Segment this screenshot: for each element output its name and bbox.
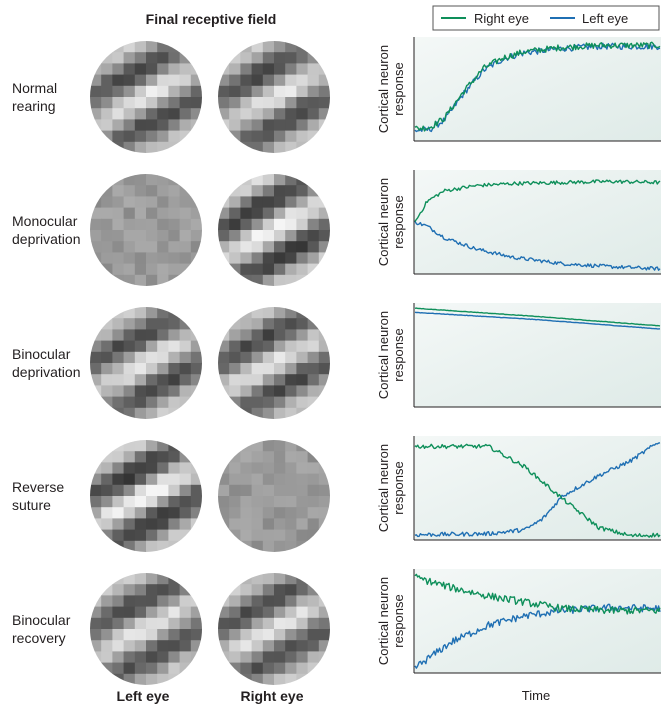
condition-label-line: Reverse — [12, 479, 64, 495]
chart-background — [414, 303, 661, 407]
condition-label-line: Binocular — [12, 612, 71, 628]
receptive-field-right-2 — [218, 307, 330, 419]
y-axis-label: Cortical neuronresponse — [376, 178, 406, 266]
condition-label-line: Monocular — [12, 213, 78, 229]
y-axis-label-line: response — [391, 594, 406, 647]
y-axis-label-line: response — [391, 328, 406, 381]
receptive-field-left-2 — [90, 307, 202, 419]
y-axis-label-line: response — [391, 62, 406, 115]
receptive-field-right-0 — [218, 41, 330, 153]
y-axis-label: Cortical neuronresponse — [376, 45, 406, 133]
y-axis-label-line: Cortical neuron — [376, 444, 391, 532]
condition-label: Reverse suture — [12, 479, 64, 513]
left-eye-series-line — [414, 220, 661, 271]
condition-label: Binocular recovery — [12, 612, 71, 646]
legend-box — [432, 5, 660, 31]
legend-right-eye-label: Right eye — [474, 11, 529, 26]
y-axis-label-line: Cortical neuron — [376, 577, 391, 665]
response-chart: Cortical neuronresponse — [376, 170, 661, 275]
x-axis-label: Time — [522, 688, 550, 703]
condition-row: Binocular deprivation Cortical neuronrespo… — [12, 303, 661, 419]
receptive-field-left-1 — [90, 174, 202, 286]
condition-label: Binocular deprivation — [12, 346, 81, 380]
column-label-right-eye: Right eye — [240, 688, 303, 704]
y-axis-label-line: Cortical neuron — [376, 311, 391, 399]
chart-background — [414, 569, 661, 673]
legend: Right eye Left eye — [432, 5, 660, 31]
condition-label-line: deprivation — [12, 231, 81, 247]
y-axis-label-line: Cortical neuron — [376, 45, 391, 133]
response-chart: Cortical neuronresponse — [376, 569, 661, 674]
receptive-field-left-0 — [90, 41, 202, 153]
right-eye-series-line — [414, 573, 661, 615]
condition-label-line: Binocular — [12, 346, 71, 362]
receptive-field-right-3 — [218, 440, 330, 552]
legend-left-eye-label: Left eye — [582, 11, 628, 26]
receptive-field-left-3 — [90, 440, 202, 552]
y-axis-label: Cortical neuronresponse — [376, 444, 406, 532]
response-chart: Cortical neuronresponse — [376, 303, 661, 408]
right-eye-series-line — [414, 443, 661, 538]
figure-title: Final receptive field — [146, 11, 277, 27]
right-eye-series-line — [414, 179, 661, 222]
right-eye-series-line — [414, 307, 661, 327]
condition-label: Monocular deprivation — [12, 213, 81, 247]
condition-label-line: recovery — [12, 630, 66, 646]
y-axis-label: Cortical neuronresponse — [376, 577, 406, 665]
condition-row: Binocular recovery Cortical neuronresponse — [12, 569, 661, 685]
right-eye-series-line — [414, 41, 661, 132]
chart-background — [414, 170, 661, 274]
response-chart: Cortical neuronresponse — [376, 436, 661, 541]
left-eye-series-line — [414, 442, 661, 538]
condition-label-line: suture — [12, 497, 51, 513]
condition-label-line: Normal — [12, 80, 57, 96]
left-eye-series-line — [414, 603, 661, 669]
y-axis-label-line: Cortical neuron — [376, 178, 391, 266]
condition-label: Normal rearing — [12, 80, 57, 114]
left-eye-series-line — [414, 311, 661, 330]
condition-row: Reverse suture Cortical neuronresponse — [12, 436, 661, 552]
receptive-field-left-4 — [90, 573, 202, 685]
column-label-left-eye: Left eye — [117, 688, 170, 704]
receptive-field-right-1 — [218, 174, 330, 286]
chart-background — [414, 436, 661, 540]
condition-label-line: deprivation — [12, 364, 81, 380]
condition-row: Monocular deprivation Cortical neuronrespo… — [12, 170, 661, 286]
y-axis-label-line: response — [391, 461, 406, 514]
response-chart: Cortical neuronresponse — [376, 37, 661, 142]
condition-row: Normal rearing Cortical neuronresponse — [12, 37, 661, 153]
receptive-field-right-4 — [218, 573, 330, 685]
condition-label-line: rearing — [12, 98, 56, 114]
y-axis-label-line: response — [391, 195, 406, 248]
y-axis-label: Cortical neuronresponse — [376, 311, 406, 399]
